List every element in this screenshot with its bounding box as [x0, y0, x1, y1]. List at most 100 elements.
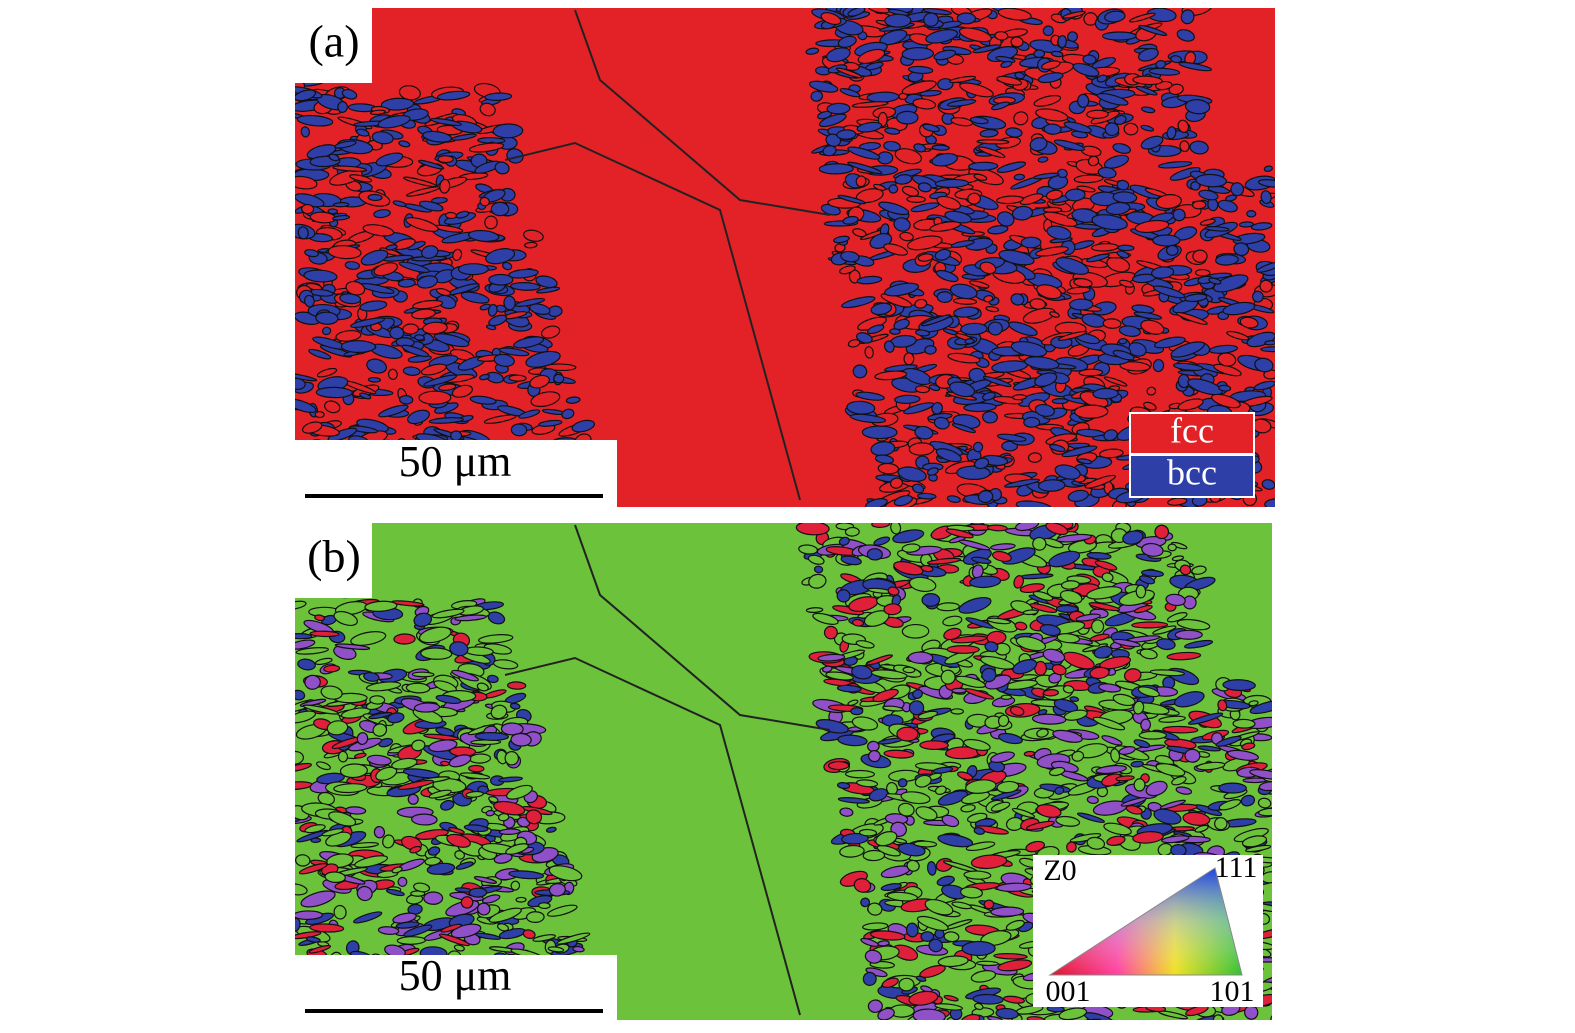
grain: [893, 217, 911, 232]
grain: [969, 116, 989, 125]
grain: [974, 457, 990, 470]
grain: [1176, 618, 1211, 631]
grain: [295, 89, 317, 102]
grain: [1066, 286, 1091, 295]
grain: [852, 228, 867, 238]
grain: [839, 88, 861, 98]
grain: [976, 139, 1010, 145]
grain: [1074, 404, 1109, 419]
grain: [1024, 356, 1060, 370]
grain: [1092, 387, 1119, 400]
grain: [359, 392, 372, 400]
grain: [457, 263, 489, 276]
grain: [1253, 380, 1275, 391]
grain: [540, 325, 561, 339]
grain: [1104, 122, 1120, 137]
grain: [1029, 137, 1048, 152]
grain: [433, 333, 470, 348]
grain: [918, 315, 954, 333]
grain: [855, 175, 867, 188]
grain: [839, 265, 856, 275]
grain: [1195, 173, 1227, 188]
grain: [986, 524, 1008, 532]
grain: [1157, 160, 1193, 169]
grain: [1078, 368, 1104, 377]
grain: [835, 67, 863, 79]
grain: [903, 352, 915, 366]
grain: [1152, 358, 1165, 373]
grain: [1023, 750, 1036, 757]
grain: [396, 936, 427, 945]
key-corner: 101: [1210, 975, 1255, 1008]
grain: [903, 402, 935, 415]
grain: [985, 305, 1000, 313]
grain: [896, 110, 919, 125]
grain: [295, 175, 318, 190]
grain: [327, 427, 358, 442]
grain: [1087, 155, 1100, 167]
grain: [1049, 444, 1066, 453]
grain: [901, 623, 930, 639]
grain: [983, 295, 994, 303]
grain: [1261, 479, 1275, 490]
grain: [439, 178, 451, 194]
grain: [934, 248, 952, 261]
grain: [518, 409, 541, 419]
grain: [990, 101, 1010, 111]
grain: [455, 210, 470, 219]
grain: [371, 131, 394, 145]
grain: [535, 275, 558, 289]
grain: [826, 102, 851, 115]
grain: [309, 630, 340, 638]
grain: [389, 326, 405, 340]
grain: [1103, 376, 1128, 387]
grain: [377, 114, 411, 129]
grain: [515, 896, 527, 903]
grain: [504, 750, 520, 766]
grain: [420, 647, 453, 660]
grain: [1043, 211, 1078, 227]
grain: [392, 200, 407, 208]
grain: [916, 492, 937, 500]
grain: [1252, 290, 1264, 303]
grain: [437, 155, 454, 164]
grain: [571, 419, 596, 433]
grain: [1263, 165, 1273, 172]
grain: [841, 296, 876, 309]
grain: [428, 417, 464, 424]
grain: [538, 419, 563, 427]
grain: [950, 117, 974, 127]
grain: [964, 338, 975, 345]
grain: [1076, 185, 1096, 193]
grain: [332, 165, 368, 172]
grain: [375, 152, 404, 167]
grain: [1174, 629, 1203, 640]
grain: [1259, 279, 1273, 293]
grain: [884, 127, 901, 135]
grain: [492, 123, 524, 139]
grain: [981, 391, 996, 401]
grain: [951, 423, 976, 434]
grain: [1114, 114, 1127, 125]
grain: [935, 448, 962, 463]
scale-bar-label: 50 μm: [399, 951, 512, 1000]
grain: [1140, 319, 1165, 335]
grain: [430, 117, 462, 127]
grain: [334, 140, 357, 149]
grain: [1215, 254, 1239, 266]
grain: [1128, 12, 1156, 23]
grain: [1013, 575, 1024, 589]
grain: [301, 203, 315, 215]
grain: [529, 303, 551, 315]
grain: [1169, 166, 1201, 181]
grain: [871, 523, 891, 528]
grain: [959, 82, 994, 98]
grain: [484, 92, 513, 101]
grain: [407, 793, 419, 805]
grain: [849, 413, 887, 424]
grain: [1050, 50, 1064, 58]
key-corner: 111: [1215, 851, 1258, 884]
grain: [1000, 694, 1013, 700]
grain: [847, 8, 866, 17]
